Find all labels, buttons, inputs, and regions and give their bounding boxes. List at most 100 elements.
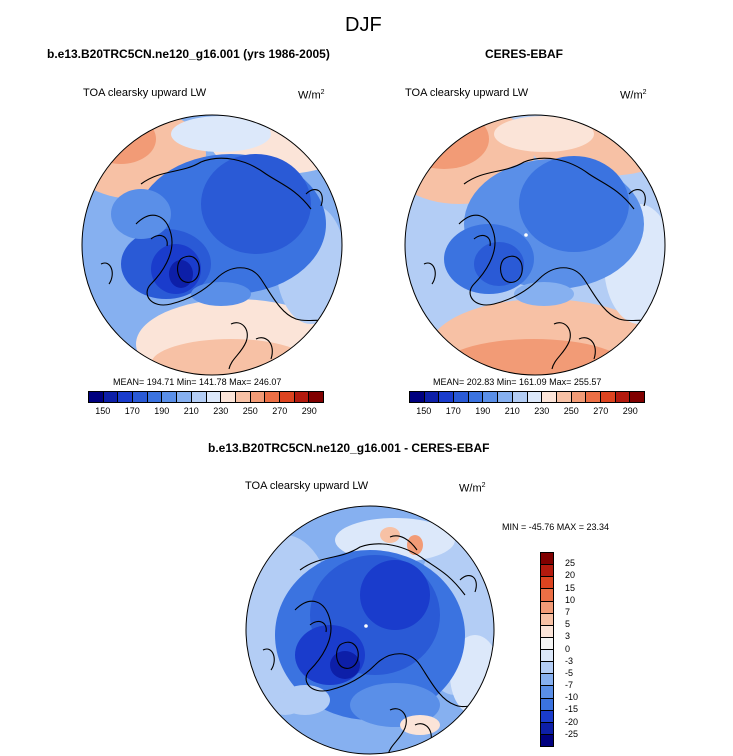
colorbar-tick-label: 3	[565, 631, 571, 642]
colorbar-swatch	[541, 649, 553, 662]
colorbar-swatch	[438, 392, 454, 402]
panel-2-colorbar	[409, 391, 645, 403]
colorbar-swatch	[234, 392, 250, 402]
panel-2-title: CERES-EBAF	[485, 47, 564, 61]
colorbar-swatch	[264, 392, 279, 402]
colorbar-swatch	[482, 392, 498, 402]
colorbar-tick-label: 7	[565, 606, 571, 617]
colorbar-swatch	[541, 661, 553, 674]
colorbar-swatch	[629, 392, 644, 402]
panel-1-title: b.e13.B20TRC5CN.ne120_g16.001 (yrs 1986-…	[47, 47, 330, 61]
colorbar-swatch	[190, 392, 206, 402]
colorbar-swatch	[541, 733, 553, 746]
colorbar-swatch	[278, 392, 294, 402]
colorbar-swatch	[308, 392, 323, 402]
panel-1-stats: MEAN= 194.71 Min= 141.78 Max= 246.07	[113, 377, 282, 387]
colorbar-swatch	[220, 392, 235, 402]
panel-2-polar-map	[404, 114, 666, 376]
colorbar-tick-label: -3	[565, 655, 574, 666]
panel-2-units: W/m2	[620, 89, 647, 102]
panel-3-colorbar-ticks: 25 20 15 10 7 5 3 0 -3 -5 -7 -10 -15 -20 -25	[565, 552, 595, 747]
colorbar-swatch	[541, 709, 553, 722]
colorbar-swatch	[293, 392, 309, 402]
colorbar-tick-label: 250	[563, 406, 579, 416]
panel-3-title: b.e13.B20TRC5CN.ne120_g16.001 - CERES-EB…	[208, 441, 490, 455]
colorbar-swatch	[541, 673, 553, 686]
page-title: DJF	[345, 14, 382, 36]
colorbar-swatch	[511, 392, 527, 402]
colorbar-swatch	[146, 392, 162, 402]
colorbar-swatch	[541, 576, 553, 589]
colorbar-swatch	[570, 392, 586, 402]
colorbar-tick-label: -7	[565, 680, 574, 691]
colorbar-swatch	[541, 685, 553, 698]
colorbar-swatch	[541, 721, 553, 734]
panel-3-variable-label: TOA clearsky upward LW	[245, 480, 369, 492]
colorbar-swatch	[89, 392, 103, 402]
colorbar-swatch	[423, 392, 439, 402]
colorbar-swatch	[102, 392, 118, 402]
colorbar-tick-label: 25	[565, 558, 576, 569]
colorbar-swatch	[526, 392, 542, 402]
colorbar-tick-label: 5	[565, 619, 571, 630]
colorbar-swatch	[614, 392, 630, 402]
colorbar-swatch	[541, 612, 553, 625]
colorbar-tick-label: 210	[504, 406, 520, 416]
colorbar-swatch	[541, 624, 553, 637]
colorbar-swatch	[132, 392, 147, 402]
panel-3-colorbar-strip	[540, 552, 554, 747]
colorbar-swatch	[410, 392, 424, 402]
panel-3-stats: MIN = -45.76 MAX = 23.34	[502, 522, 610, 532]
colorbar-tick-label: 290	[301, 406, 317, 416]
colorbar-tick-label: 270	[272, 406, 288, 416]
panel-1-variable-label: TOA clearsky upward LW	[83, 87, 207, 99]
colorbar-swatch	[467, 392, 483, 402]
colorbar-tick-label: -15	[565, 704, 579, 715]
colorbar-swatch	[541, 392, 556, 402]
colorbar-tick-label: 230	[534, 406, 550, 416]
colorbar-swatch	[541, 564, 553, 577]
colorbar-tick-label: -5	[565, 667, 574, 678]
colorbar-tick-label: 230	[213, 406, 229, 416]
panel-1-units: W/m2	[298, 89, 325, 102]
panel-2-stats: MEAN= 202.83 Min= 161.09 Max= 255.57	[433, 377, 602, 387]
colorbar-tick-label: -20	[565, 716, 579, 727]
colorbar-swatch	[541, 553, 553, 565]
colorbar-tick-label: 15	[565, 582, 576, 593]
colorbar-tick-label: -10	[565, 692, 579, 703]
colorbar-tick-label: 150	[95, 406, 111, 416]
colorbar-swatch	[555, 392, 571, 402]
colorbar-tick-label: 290	[622, 406, 638, 416]
colorbar-swatch	[541, 697, 553, 710]
colorbar-tick-label: 20	[565, 570, 576, 581]
colorbar-tick-label: 0	[565, 643, 571, 654]
colorbar-tick-label: 170	[445, 406, 461, 416]
colorbar-tick-label: 190	[154, 406, 170, 416]
colorbar-tick-label: 190	[475, 406, 491, 416]
panel-2-colorbar-ticks: 150 170 190 210 230 250 270 290	[409, 406, 645, 418]
colorbar-tick-label: 10	[565, 594, 576, 605]
colorbar-swatch	[541, 588, 553, 601]
colorbar-swatch	[541, 600, 553, 613]
panel-3-polar-map	[245, 505, 495, 755]
colorbar-tick-label: 210	[183, 406, 199, 416]
panel-1-polar-map	[81, 114, 343, 376]
colorbar-tick-label: -25	[565, 728, 579, 739]
panel-3-colorbar	[540, 552, 554, 747]
panel-2-colorbar-strip	[409, 391, 645, 403]
panel-1-colorbar	[88, 391, 324, 403]
colorbar-swatch	[541, 636, 553, 649]
colorbar-tick-label: 170	[124, 406, 140, 416]
panel-1-colorbar-strip	[88, 391, 324, 403]
panel-1-colorbar-ticks: 150 170 190 210 230 250 270 290	[88, 406, 324, 418]
colorbar-swatch	[599, 392, 615, 402]
colorbar-swatch	[161, 392, 177, 402]
panel-3-units: W/m2	[459, 482, 486, 495]
colorbar-tick-label: 250	[242, 406, 258, 416]
colorbar-tick-label: 150	[416, 406, 432, 416]
colorbar-swatch	[249, 392, 265, 402]
panel-2-variable-label: TOA clearsky upward LW	[405, 87, 529, 99]
colorbar-tick-label: 270	[593, 406, 609, 416]
colorbar-swatch	[453, 392, 468, 402]
colorbar-swatch	[585, 392, 600, 402]
